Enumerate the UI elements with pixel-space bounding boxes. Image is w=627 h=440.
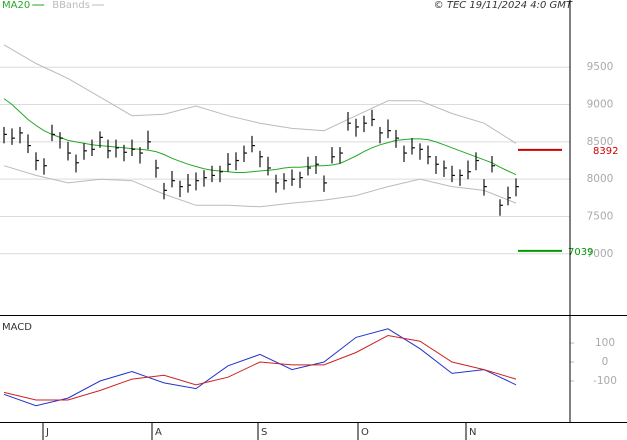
x-tick-label: S: [261, 427, 267, 438]
y-tick-label: 0: [602, 356, 609, 368]
ma-line: [3, 98, 517, 176]
credit: © TEC 19/11/2024 4:0 GMT: [434, 0, 573, 11]
x-tick-label: J: [45, 427, 49, 438]
y-tick-label: 9000: [587, 99, 614, 111]
y-tick-label: 7000: [587, 248, 614, 260]
level-label: 8392: [593, 146, 618, 157]
level-label: 7039: [568, 247, 593, 258]
macd-line: [3, 328, 517, 407]
y-tick-label: 9500: [587, 61, 614, 73]
x-tick-label: A: [155, 427, 162, 438]
panel-title: MACD: [2, 322, 32, 333]
x-tick-label: N: [469, 427, 476, 438]
x-tick-label: O: [361, 427, 369, 438]
legend-label: MA20: [2, 0, 30, 11]
y-tick-label: 100: [595, 337, 615, 349]
y-tick-label: 8000: [587, 173, 614, 185]
y-tick-label: -100: [593, 375, 617, 387]
macd-line: [3, 334, 517, 401]
y-tick-label: 7500: [587, 210, 614, 222]
band-line: [3, 165, 517, 208]
legend-label: BBands: [52, 0, 90, 11]
band-line: [3, 44, 517, 144]
y-tick-label: 8500: [587, 136, 614, 148]
